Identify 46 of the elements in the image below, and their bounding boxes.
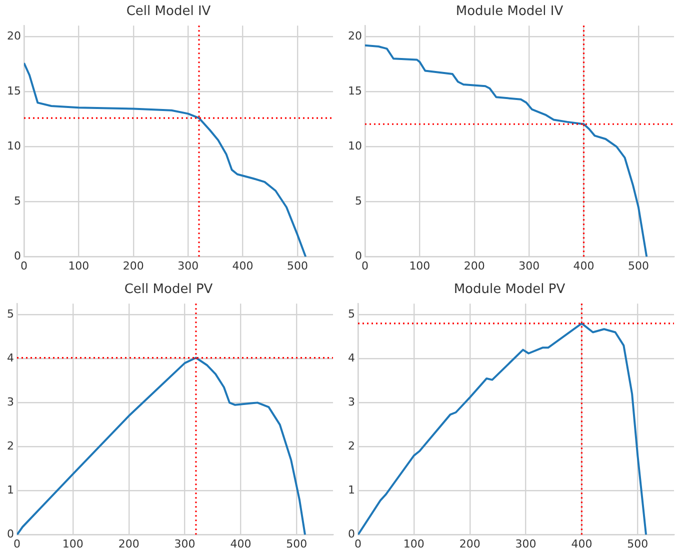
x-tick-label: 400 <box>230 537 252 550</box>
y-tick-label: 0 <box>348 528 355 541</box>
x-tick-label: 400 <box>571 537 592 550</box>
y-tick-label: 3 <box>348 396 355 409</box>
x-tick-label: 100 <box>409 259 430 272</box>
x-tick-label: 200 <box>122 259 144 272</box>
x-tick-label: 300 <box>515 537 536 550</box>
chart-title: Module Model IV <box>456 4 564 20</box>
y-tick-label: 10 <box>348 140 362 153</box>
y-tick-label: 5 <box>348 307 355 320</box>
y-tick-label: 10 <box>6 140 21 153</box>
y-tick-label: 5 <box>14 194 21 208</box>
y-tick-label: 2 <box>348 440 355 453</box>
y-tick-label: 15 <box>348 84 362 98</box>
y-tick-label: 20 <box>348 29 362 42</box>
x-tick-label: 500 <box>286 259 308 272</box>
y-tick-label: 20 <box>6 29 21 42</box>
x-tick-label: 200 <box>464 259 485 272</box>
x-tick-label: 200 <box>459 537 480 550</box>
chart-title: Module Model PV <box>454 282 566 298</box>
x-tick-label: 400 <box>573 259 594 272</box>
y-tick-label: 1 <box>348 484 355 497</box>
chart-title: Cell Model IV <box>126 4 211 20</box>
x-tick-label: 500 <box>627 537 648 550</box>
x-tick-label: 300 <box>178 259 199 272</box>
y-tick-label: 0 <box>14 250 21 263</box>
x-tick-label: 300 <box>174 537 196 550</box>
y-tick-label: 0 <box>7 528 14 541</box>
x-tick-label: 400 <box>232 259 254 272</box>
y-tick-label: 4 <box>7 352 14 365</box>
y-tick-label: 2 <box>7 440 14 453</box>
y-tick-label: 3 <box>7 396 14 409</box>
chart-title: Cell Model PV <box>124 282 213 298</box>
y-tick-label: 5 <box>7 307 14 320</box>
x-tick-label: 100 <box>62 537 84 550</box>
y-tick-label: 0 <box>354 250 362 263</box>
x-tick-label: 100 <box>403 537 424 550</box>
x-tick-label: 100 <box>68 259 90 272</box>
x-tick-label: 300 <box>518 259 540 272</box>
x-tick-label: 500 <box>628 259 649 272</box>
x-tick-label: 500 <box>286 537 308 550</box>
y-tick-label: 1 <box>7 484 14 497</box>
y-tick-label: 5 <box>354 194 362 208</box>
y-tick-label: 15 <box>6 84 21 98</box>
y-tick-label: 4 <box>348 352 355 365</box>
x-tick-label: 200 <box>118 537 140 550</box>
